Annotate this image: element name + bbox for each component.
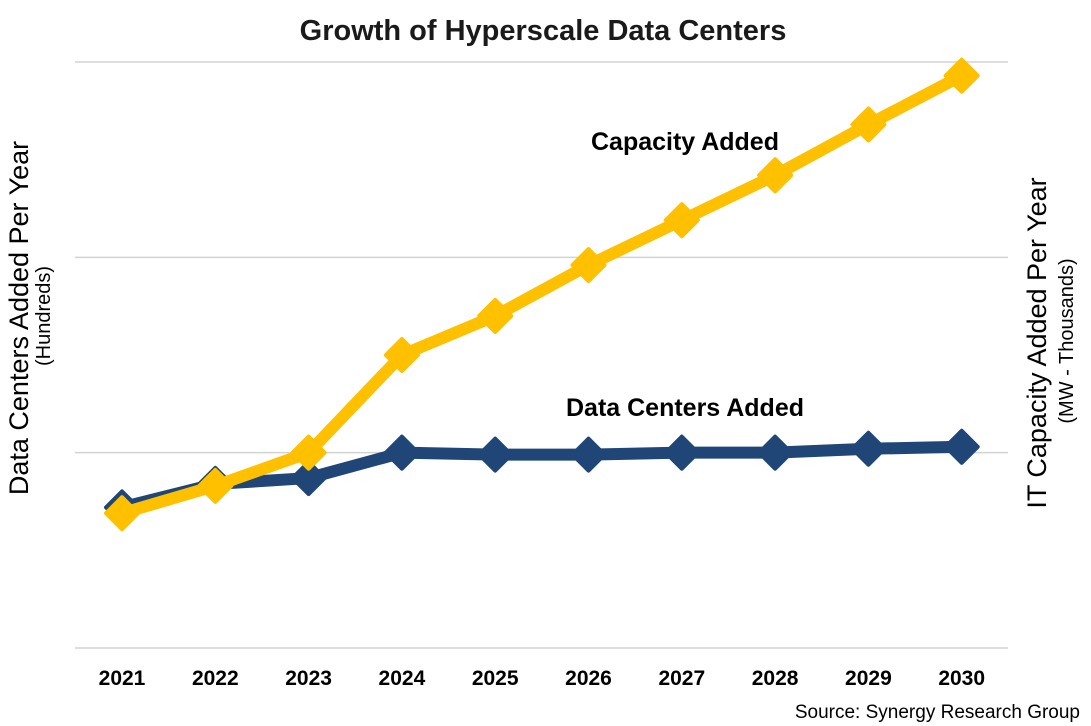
data-point-data-centers-added [943,428,980,465]
data-point-capacity-added [104,495,140,532]
data-point-capacity-added [290,434,327,471]
x-tick-label: 2029 [845,667,892,690]
x-tick-label: 2028 [752,667,799,690]
data-point-capacity-added [477,297,514,334]
data-point-capacity-added [757,157,794,194]
data-point-capacity-added [943,57,980,94]
data-point-data-centers-added [663,434,700,471]
y2-axis-title: IT Capacity Added Per Year [1022,177,1052,508]
series-line-data-centers-added [116,440,968,514]
data-point-capacity-added [850,106,887,143]
series-layer [104,57,980,532]
x-tick-label: 2022 [192,667,239,690]
y-axis-subtitle: (Hundreds) [33,266,55,366]
gridlines [75,61,1008,649]
y-axis-title: Data Centers Added Per Year [4,141,34,495]
x-tick-label: 2025 [472,667,519,690]
series-line-capacity-added [116,69,968,520]
x-axis-ticks: 2021 2022 2023 2024 2025 2026 2027 2028 2029 2030 [99,667,985,690]
data-point-data-centers-added [383,434,420,471]
data-point-capacity-added [197,467,234,504]
series-label-capacity-added: Capacity Added [591,128,779,156]
x-tick-label: 2030 [938,667,985,690]
data-point-data-centers-added [477,436,514,473]
data-point-data-centers-added [850,430,887,467]
series-label-data-centers-added: Data Centers Added [566,394,804,422]
data-point-data-centers-added [570,436,607,473]
data-point-capacity-added [570,247,607,284]
x-tick-label: 2026 [565,667,612,690]
source-note: Source: Synergy Research Group [795,702,1080,723]
chart-title: Growth of Hyperscale Data Centers [300,15,787,47]
series-capacity-added [104,57,980,532]
x-tick-label: 2021 [99,667,146,690]
x-tick-label: 2023 [285,667,332,690]
data-point-data-centers-added [290,460,327,497]
x-tick-label: 2024 [379,667,426,690]
data-point-capacity-added [383,337,420,373]
x-tick-label: 2027 [658,667,705,690]
y2-axis-subtitle: (MW - Thousands) [1056,258,1078,423]
data-point-data-centers-added [757,434,794,471]
data-point-capacity-added [663,202,700,239]
